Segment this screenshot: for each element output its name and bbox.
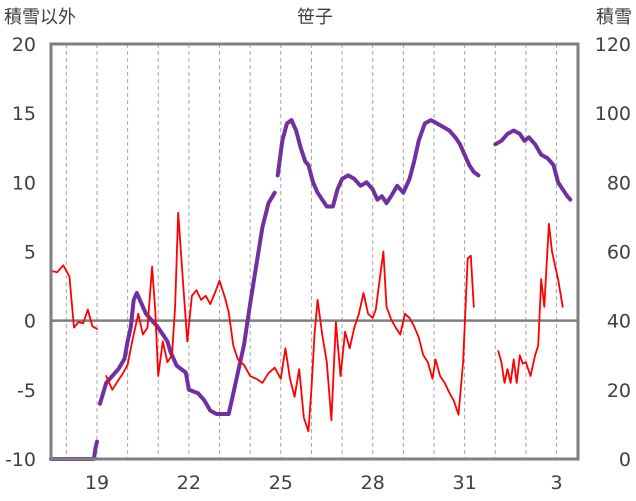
left-axis-ticks: 20 15 10 5 0 -5 -10 <box>5 34 36 471</box>
left-tick-label: -5 <box>17 380 36 402</box>
x-tick-label: 19 <box>85 472 109 494</box>
series-group <box>49 118 573 461</box>
snow-depth-line <box>493 128 573 202</box>
right-tick-label: 20 <box>607 380 631 402</box>
right-tick-label: 100 <box>595 103 631 125</box>
left-tick-label: 5 <box>24 242 36 264</box>
right-axis-ticks: 120 100 80 60 40 20 0 <box>595 34 631 471</box>
right-tick-label: 0 <box>619 449 631 471</box>
x-tick-label: 25 <box>269 472 293 494</box>
chart-title: 笹子 <box>297 7 333 28</box>
left-axis-label: 積雪以外 <box>4 7 76 28</box>
left-tick-label: 0 <box>24 311 36 333</box>
right-axis-label: 積雪 <box>596 7 632 28</box>
non-snow-line <box>105 211 475 433</box>
snow-depth-line <box>275 118 481 209</box>
left-tick-label: -10 <box>5 449 36 471</box>
snow-depth-line <box>98 190 277 416</box>
x-axis-ticks: 19222528313691215 <box>85 472 563 494</box>
right-tick-label: 80 <box>607 172 631 194</box>
right-tick-label: 120 <box>595 34 631 56</box>
non-snow-line <box>497 222 564 384</box>
x-tick-label: 3 <box>551 472 563 494</box>
non-snow-line <box>50 264 98 330</box>
plot-frame <box>49 42 580 461</box>
x-tick-label: 22 <box>177 472 201 494</box>
x-tick-label: 31 <box>453 472 477 494</box>
day-gridlines <box>65 44 558 459</box>
left-tick-label: 15 <box>12 103 36 125</box>
snow-depth-line <box>49 439 99 461</box>
left-tick-label: 10 <box>12 172 36 194</box>
left-tick-label: 20 <box>12 34 36 56</box>
x-tick-label: 28 <box>361 472 385 494</box>
right-tick-label: 60 <box>607 242 631 264</box>
right-tick-label: 40 <box>607 311 631 333</box>
